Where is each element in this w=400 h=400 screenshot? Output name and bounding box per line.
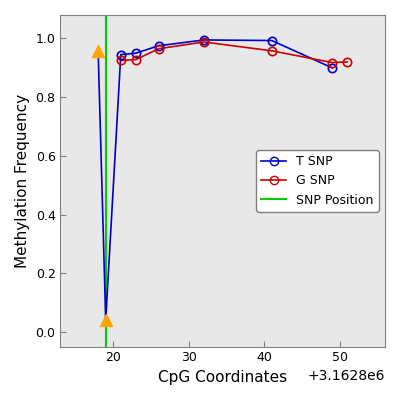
X-axis label: CpG Coordinates: CpG Coordinates xyxy=(158,370,287,385)
Legend: T SNP, G SNP, SNP Position: T SNP, G SNP, SNP Position xyxy=(256,150,379,212)
Y-axis label: Methylation Frequency: Methylation Frequency xyxy=(15,94,30,268)
